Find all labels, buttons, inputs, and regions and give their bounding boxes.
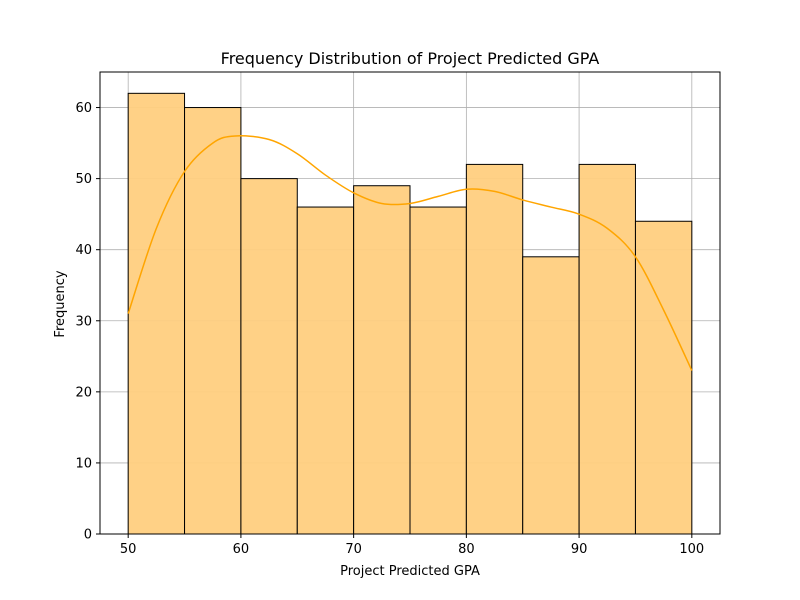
histogram-bar	[409, 206, 467, 535]
y-tick-label: 60	[75, 101, 92, 116]
y-tick-label: 30	[75, 314, 92, 329]
x-axis-ticks: 50 60 70 80 90 100	[120, 534, 704, 557]
histogram-bar	[578, 163, 636, 535]
y-tick-label: 40	[75, 243, 92, 258]
chart-title: Frequency Distribution of Project Predic…	[221, 49, 600, 68]
plot-area-frame	[99, 71, 721, 535]
histogram-bars	[127, 92, 693, 535]
x-tick-label: 60	[233, 542, 250, 557]
x-tick-label: 70	[345, 542, 362, 557]
y-tick-label: 50	[75, 172, 92, 187]
y-axis-ticks: 0 10 20 30 40 50 60	[75, 101, 100, 543]
histogram-bar	[127, 92, 186, 535]
x-axis-label: Project Predicted GPA	[340, 564, 480, 579]
histogram-bar	[522, 256, 580, 535]
x-tick-label: 50	[120, 542, 137, 557]
y-tick-label: 0	[84, 528, 92, 543]
x-tick-label: 100	[679, 542, 704, 557]
y-axis-label: Frequency	[53, 270, 68, 337]
histogram-bar	[240, 178, 298, 535]
histogram-bar	[184, 107, 242, 535]
histogram-bar	[465, 163, 524, 535]
histogram-bar	[353, 185, 411, 535]
y-tick-label: 10	[75, 456, 92, 471]
x-tick-label: 90	[571, 542, 588, 557]
histogram-bar	[296, 206, 355, 535]
y-tick-label: 20	[75, 385, 92, 400]
kde-curve	[127, 135, 693, 371]
x-tick-label: 80	[458, 542, 475, 557]
histogram-bar	[634, 220, 693, 535]
